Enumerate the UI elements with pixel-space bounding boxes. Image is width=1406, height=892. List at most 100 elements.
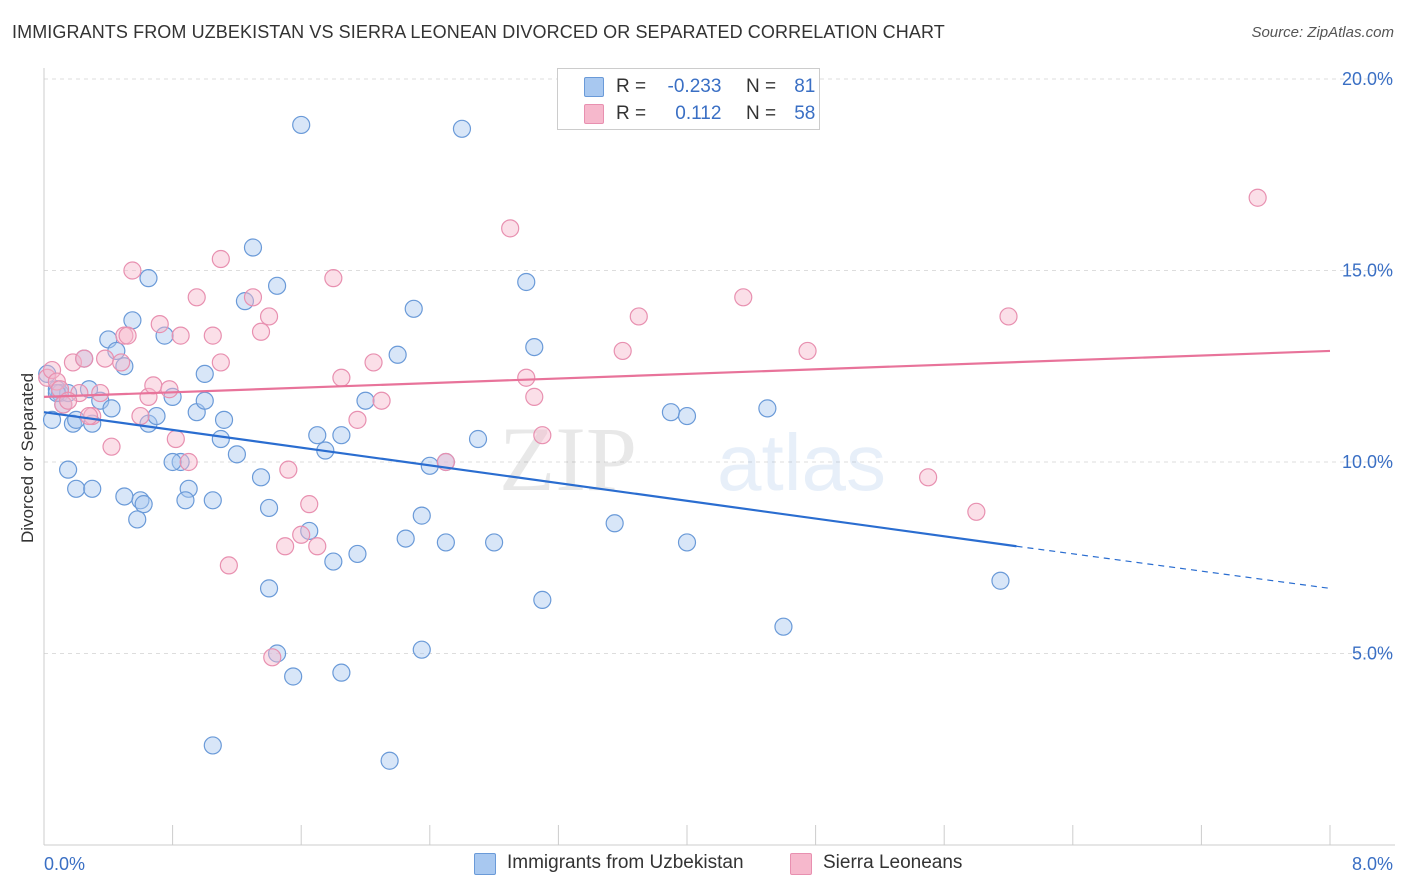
point-sierra-leonean [348,410,367,429]
point-uzbekistan [128,510,147,529]
point-uzbekistan [203,491,222,510]
bottom-legend-label-sierra-leonean: Sierra Leoneans [823,852,963,873]
point-uzbekistan [59,460,78,479]
y-axis-title: Divorced or Separated [18,373,37,543]
point-uzbekistan [292,115,311,135]
legend-r-label: R = [616,76,647,97]
trend-line-uzbekistan-extension [1016,545,1331,589]
point-uzbekistan [267,276,287,295]
point-uzbekistan [203,736,222,755]
point-sierra-leonean [179,452,198,472]
point-uzbekistan [139,269,158,288]
y-tick-label: 5.0% [1352,644,1393,664]
axes [43,68,1395,846]
point-uzbekistan [195,391,214,410]
point-sierra-leonean [102,437,121,456]
point-uzbekistan [332,426,351,445]
bottom-legend-label-uzbekistan: Immigrants from Uzbekistan [507,852,744,873]
legend-swatch-uzbekistan [584,77,604,97]
point-uzbekistan [533,590,552,609]
watermark-zip: ZIP [499,408,637,510]
point-uzbekistan [134,495,153,514]
point-sierra-leonean [79,406,99,426]
point-sierra-leonean [219,556,238,575]
tick-labels: 5.0% 10.0% 15.0% 20.0% 0.0% 8.0% [44,69,1393,874]
point-uzbekistan [115,487,134,506]
point-uzbekistan [396,529,415,548]
point-uzbekistan [284,667,303,686]
point-sierra-leonean [259,307,279,326]
bottom-legend-swatch-sierra-leonean [790,853,812,875]
point-sierra-leonean [187,288,206,307]
point-sierra-leonean [308,537,327,556]
point-sierra-leonean [533,426,552,445]
point-sierra-leonean [144,376,163,395]
point-uzbekistan [259,498,279,518]
point-uzbekistan [259,579,279,598]
point-sierra-leonean [131,406,150,426]
point-uzbekistan [677,533,697,552]
point-uzbekistan [380,751,399,770]
y-tick-label: 10.0% [1342,452,1393,472]
chart-title: IMMIGRANTS FROM UZBEKISTAN VS SIERRA LEO… [12,22,945,42]
point-uzbekistan [123,311,142,330]
point-sierra-leonean [919,468,938,487]
point-sierra-leonean [75,349,94,368]
point-uzbekistan [83,479,102,498]
point-uzbekistan [243,238,263,257]
point-uzbekistan [436,533,455,552]
point-sierra-leonean [251,322,271,341]
point-sierra-leonean [372,391,391,410]
series-sierra-leonean-points [38,188,1267,667]
point-sierra-leonean [211,249,230,269]
point-uzbekistan [67,479,86,498]
point-uzbekistan [155,326,174,345]
point-sierra-leonean [300,495,319,514]
legend-n-label: N = [745,103,777,124]
point-uzbekistan [774,617,793,636]
point-sierra-leonean [364,353,383,372]
point-sierra-leonean [324,269,343,288]
point-sierra-leonean [112,353,131,372]
point-uzbekistan [758,399,777,418]
point-sierra-leonean [798,341,817,361]
point-sierra-leonean [734,288,753,307]
point-uzbekistan [517,272,536,292]
point-sierra-leonean [166,429,185,449]
point-sierra-leonean [243,288,263,307]
point-sierra-leonean [525,387,544,406]
point-uzbekistan [356,391,375,410]
trend-lines [43,349,1331,589]
point-uzbekistan [412,640,431,659]
watermark-atlas: atlas [717,418,886,507]
y-tick-label: 15.0% [1342,261,1393,281]
x-tick-label: 0.0% [44,854,85,874]
bottom-legend-swatch-uzbekistan [474,853,496,875]
point-sierra-leonean [279,460,298,479]
legend-n-value: 81 [794,76,816,97]
point-sierra-leonean [1248,188,1267,207]
point-uzbekistan [195,364,214,384]
point-sierra-leonean [123,261,142,280]
point-uzbekistan [179,479,198,498]
point-uzbekistan [211,429,230,449]
point-uzbekistan [251,468,271,487]
point-sierra-leonean [95,349,115,368]
point-sierra-leonean [63,353,83,372]
point-uzbekistan [388,345,407,364]
point-sierra-leonean [501,219,520,238]
point-sierra-leonean [263,648,282,667]
point-sierra-leonean [517,368,536,387]
legend-n-value: 58 [794,103,816,124]
point-uzbekistan [991,571,1010,590]
watermark: ZIP atlas [499,408,886,510]
point-uzbekistan [404,299,423,318]
point-uzbekistan [661,403,681,422]
point-sierra-leonean [292,525,311,544]
point-sierra-leonean [999,307,1018,326]
legend-r-value: 0.112 [675,103,722,124]
point-uzbekistan [147,406,166,426]
point-uzbekistan [176,491,195,510]
point-sierra-leonean [629,307,648,326]
